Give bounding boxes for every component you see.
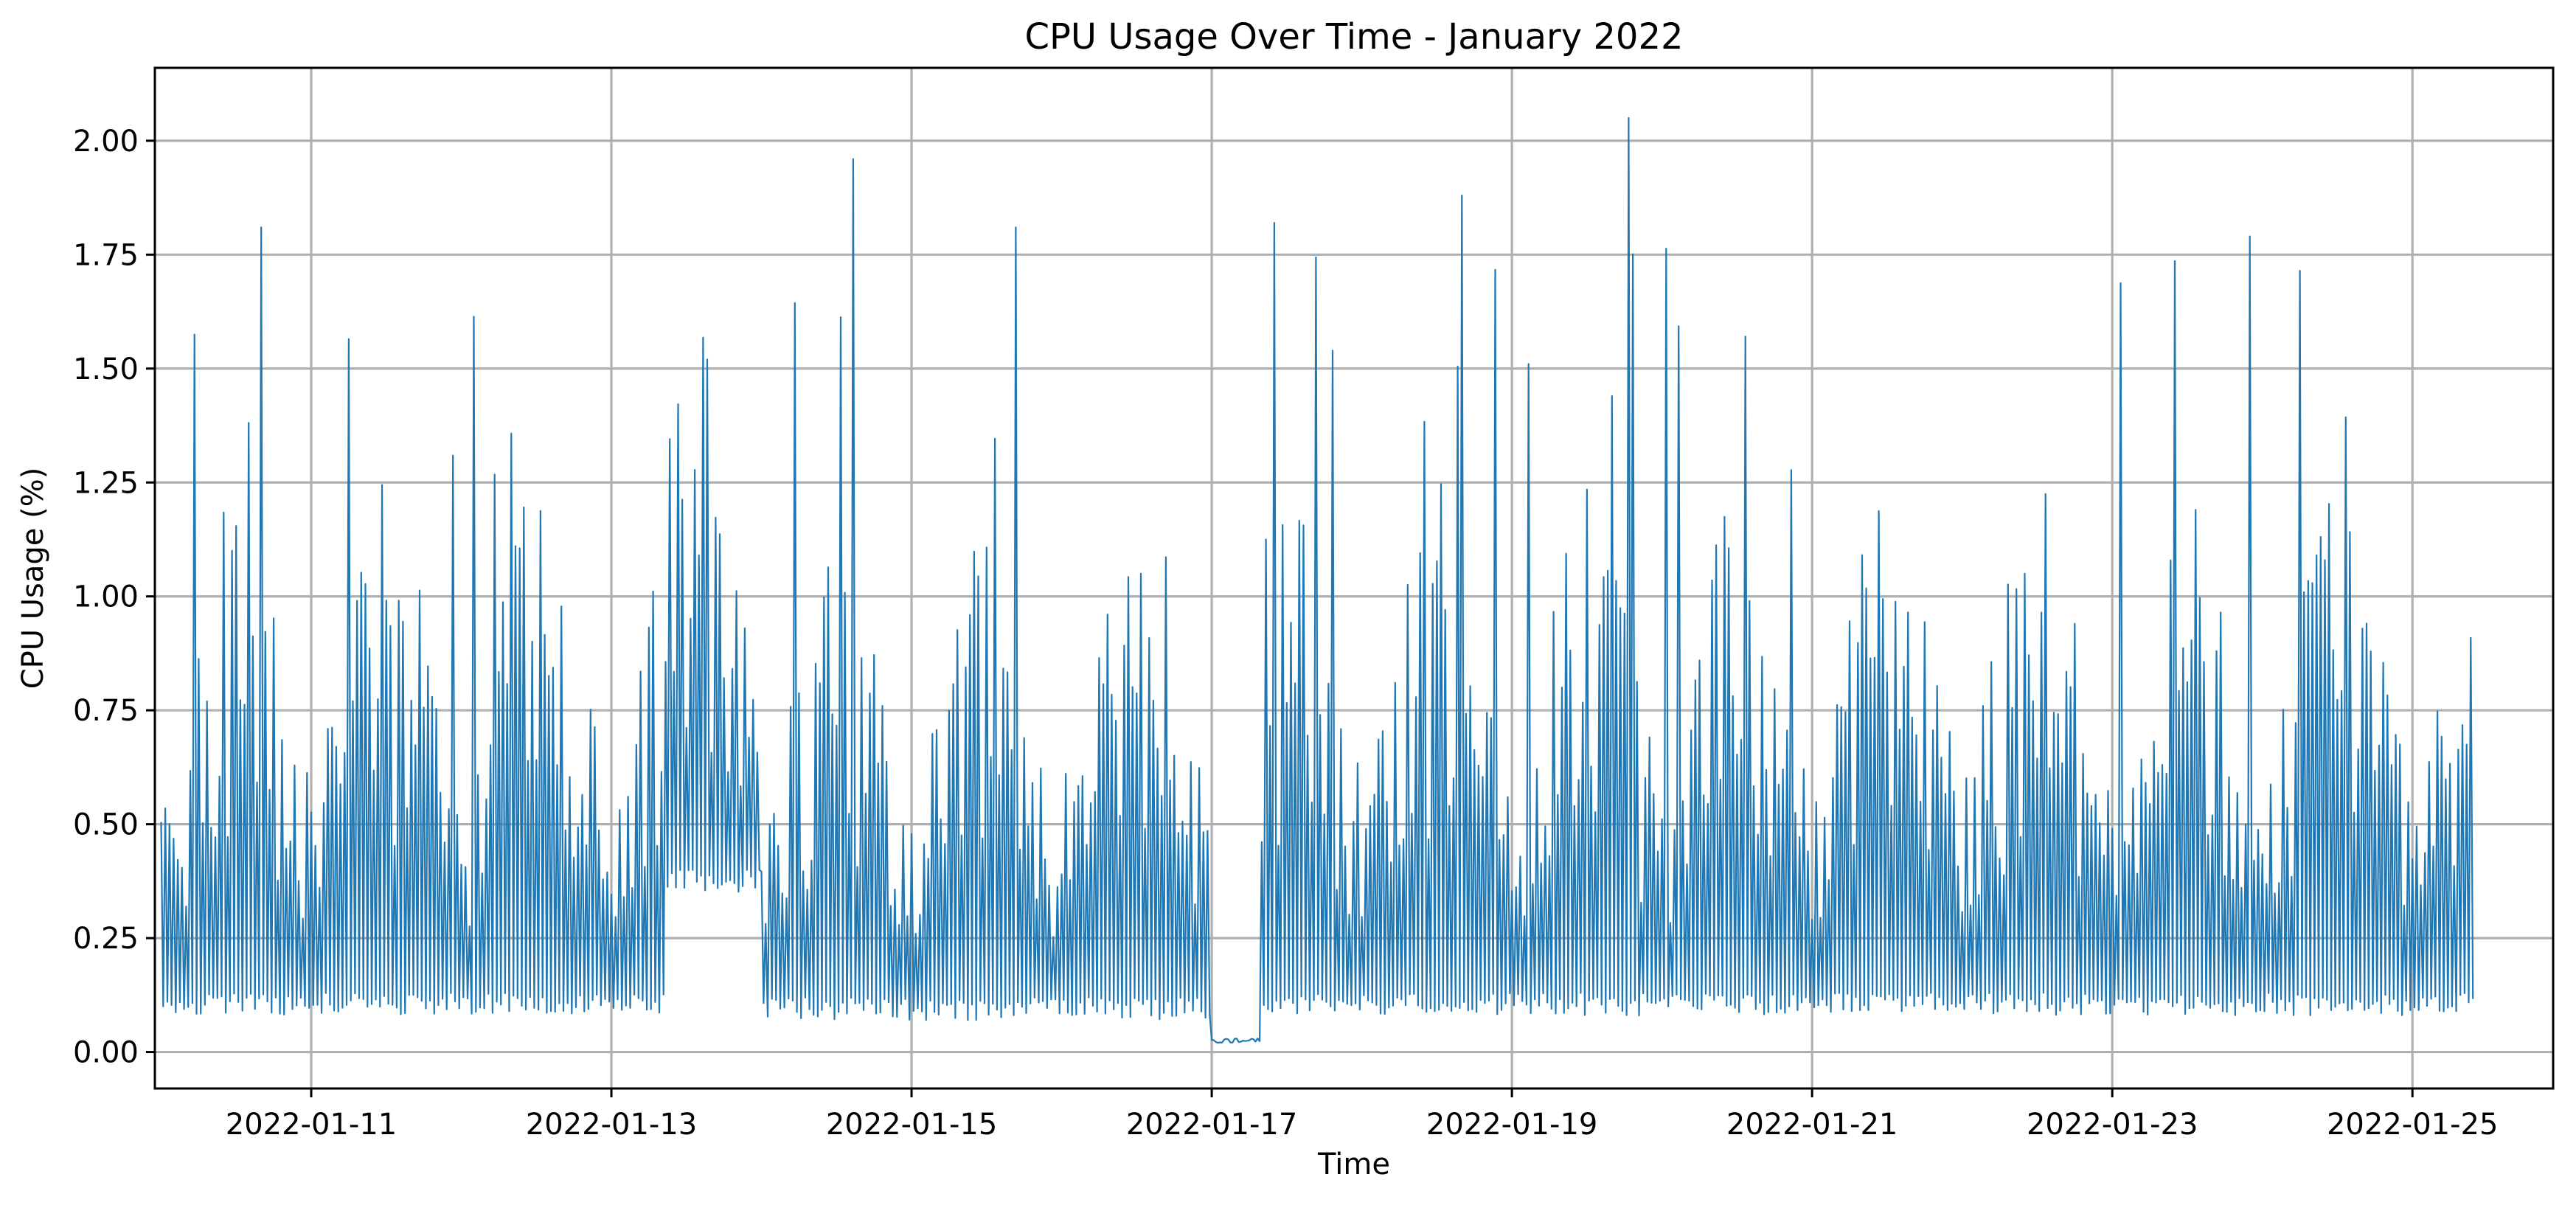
y-tick-label: 0.25 [73, 922, 139, 956]
x-tick-label: 2022-01-13 [526, 1108, 697, 1142]
x-tick-label: 2022-01-17 [1126, 1108, 1297, 1142]
y-tick-label: 1.00 [73, 580, 139, 614]
y-tick-label: 1.75 [73, 238, 139, 272]
y-tick-label: 1.25 [73, 466, 139, 500]
x-tick-label: 2022-01-25 [2327, 1108, 2498, 1142]
x-tick-label: 2022-01-19 [1426, 1108, 1597, 1142]
y-tick-label: 2.00 [73, 125, 139, 159]
cpu-usage-series-line [160, 117, 2474, 1043]
x-axis-label: Time [1317, 1147, 1390, 1181]
x-tick-label: 2022-01-21 [1726, 1108, 1898, 1142]
y-axis-ticks: 0.00 0.25 0.50 0.75 1.00 1.25 1.50 1.75 2.00 [73, 125, 155, 1070]
y-tick-label: 0.00 [73, 1036, 139, 1070]
y-tick-label: 0.75 [73, 694, 139, 728]
x-axis-ticks: 2022-01-11 2022-01-13 2022-01-15 2022-01-17… [226, 1088, 2498, 1142]
series-layer [160, 117, 2474, 1043]
plot-area-frame [153, 66, 2555, 1090]
x-tick-label: 2022-01-23 [2027, 1108, 2198, 1142]
x-tick-label: 2022-01-11 [226, 1108, 397, 1142]
y-tick-label: 1.50 [73, 353, 139, 386]
y-axis-label: CPU Usage (%) [16, 468, 50, 690]
chart-title: CPU Usage Over Time - January 2022 [1024, 16, 1683, 58]
y-tick-label: 0.50 [73, 808, 139, 842]
x-tick-label: 2022-01-15 [826, 1108, 997, 1142]
